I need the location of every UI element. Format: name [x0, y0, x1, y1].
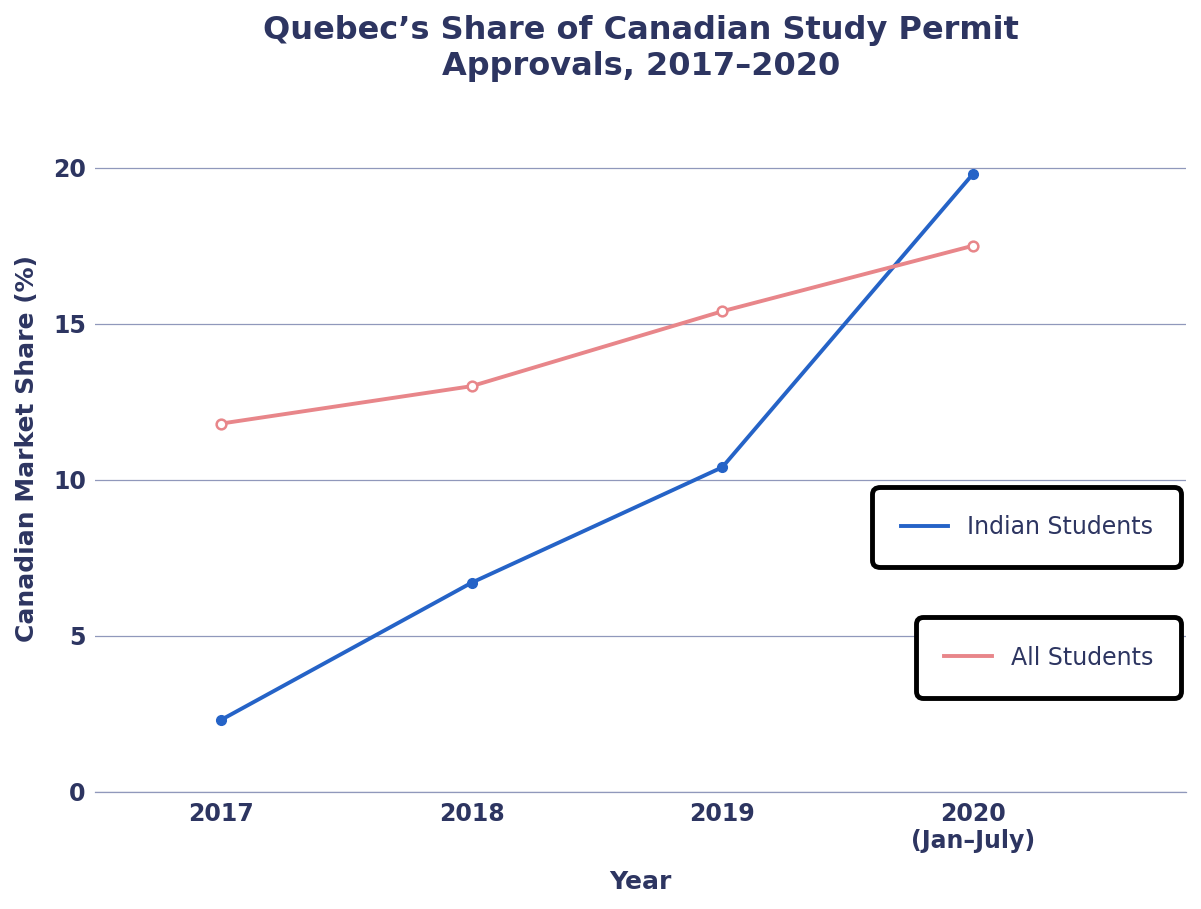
Title: Quebec’s Share of Canadian Study Permit
Approvals, 2017–2020: Quebec’s Share of Canadian Study Permit … [263, 15, 1018, 82]
Y-axis label: Canadian Market Share (%): Canadian Market Share (%) [14, 255, 38, 642]
X-axis label: Year: Year [610, 870, 671, 894]
Legend: All Students: All Students [924, 624, 1175, 691]
